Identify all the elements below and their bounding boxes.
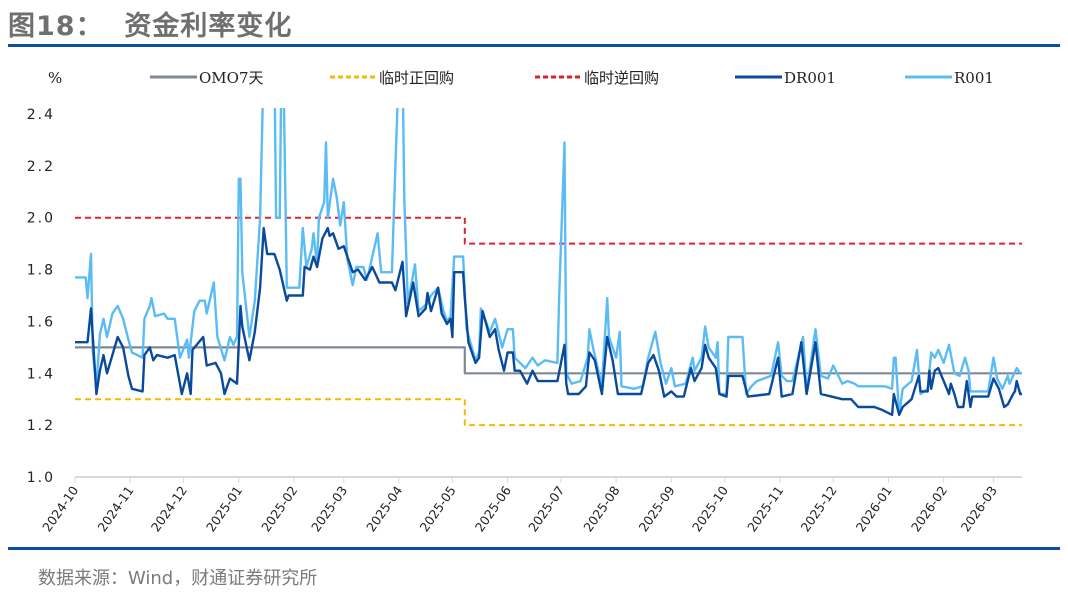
x-tick-label: 2025-03 [308,483,350,534]
source-note: 数据来源：Wind，财通证券研究所 [38,568,318,589]
y-axis: 1.0 1.2 1.4 1.6 1.8 2.0 2.2 2.4 [27,107,55,486]
x-tick-label: 2025-04 [363,483,405,534]
y-tick-label: 1.8 [27,263,55,279]
y-tick-label: 1.2 [27,418,55,434]
x-tick-label: 2025-01 [203,483,245,534]
y-tick-label: 2.4 [27,107,55,123]
y-tick-label: 2.2 [27,159,55,175]
x-tick-label: 2026-03 [958,483,1000,534]
x-axis: 2024-10 2024-11 2024-12 2025-01 2025-02 2025-… [39,477,1000,535]
series-line-DR001 [75,226,1022,416]
x-tick-label: 2025-11 [744,483,786,534]
y-tick-label: 1.0 [27,470,55,486]
legend-label: 临时正回购 [379,69,454,87]
x-tick-label: 2024-12 [148,483,190,534]
series-line-OMO7天 [75,346,1022,375]
series-line-R001 [75,108,1022,416]
x-tick-label: 2026-02 [908,483,950,534]
x-tick-label: 2025-09 [636,483,678,534]
legend-label: DR001 [784,69,836,87]
top-divider [8,44,1060,47]
y-tick-label: 1.6 [27,314,55,330]
series-line-临时正回购 [75,398,1022,427]
legend-label: R001 [954,69,994,87]
x-tick-label: 2025-10 [689,483,731,534]
legend: OMO7天 临时正回购 临时逆回购 DR001 R001 [150,69,994,87]
y-tick-label: 1.4 [27,366,55,382]
legend-label: OMO7天 [199,69,264,87]
figure-title: 图18： 资金利率变化 [8,11,293,42]
x-tick-label: 2025-02 [258,483,300,534]
x-tick-label: 2025-07 [525,483,567,534]
y-axis-unit: % [48,69,62,87]
x-tick-label: 2025-08 [580,483,622,534]
bottom-divider [8,547,1060,550]
x-tick-label: 2024-10 [39,483,81,534]
series-line-临时逆回购 [75,216,1022,245]
x-tick-label: 2024-11 [94,483,136,534]
x-tick-label: 2025-06 [472,483,514,534]
y-tick-label: 2.0 [27,211,55,227]
x-tick-label: 2025-12 [798,483,840,534]
series-lines [75,108,1022,427]
legend-label: 临时逆回购 [584,69,659,87]
x-tick-label: 2025-05 [417,483,459,534]
x-tick-label: 2026-01 [853,483,895,534]
